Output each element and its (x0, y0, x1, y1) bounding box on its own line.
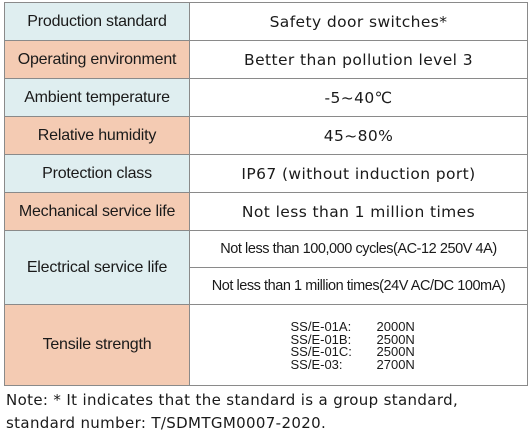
tensile-value: 2700N (376, 356, 415, 372)
tensile-list: SS/E-01A: 2000N SS/E-01B: 2500N SS/E-01C… (290, 319, 427, 372)
spec-table: Production standard Safety door switches… (4, 2, 528, 386)
label-production-standard: Production standard (4, 2, 190, 41)
table-row: Electrical service life Not less than 10… (4, 230, 528, 305)
label-tensile-strength: Tensile strength (4, 304, 190, 386)
table-row: Tensile strength SS/E-01A: 2000N SS/E-01… (4, 304, 528, 386)
table-row: Mechanical service life Not less than 1 … (4, 192, 528, 231)
table-row: Ambient temperature -5~40℃ (4, 78, 528, 117)
tensile-item: SS/E-03: 2700N (290, 356, 427, 372)
table-row: Protection class IP67 (without induction… (4, 154, 528, 193)
value-relative-humidity: 45~80% (189, 116, 528, 155)
tensile-model: SS/E-01B: (290, 331, 352, 347)
tensile-value: 2000N (376, 319, 415, 334)
tensile-model: SS/E-01C: (290, 344, 352, 359)
label-ambient-temperature: Ambient temperature (4, 78, 190, 117)
value-production-standard: Safety door switches* (189, 2, 528, 41)
table-row: Relative humidity 45~80% (4, 116, 528, 155)
label-relative-humidity: Relative humidity (4, 116, 190, 155)
value-tensile-strength: SS/E-01A: 2000N SS/E-01B: 2500N SS/E-01C… (189, 304, 528, 386)
footnote-line-1: Note: * It indicates that the standard i… (6, 391, 459, 409)
label-mechanical-service-life: Mechanical service life (4, 192, 190, 231)
label-protection-class: Protection class (4, 154, 190, 193)
tensile-value: 2500N (376, 344, 415, 359)
label-operating-environment: Operating environment (4, 40, 190, 79)
value-operating-environment: Better than pollution level 3 (189, 40, 528, 79)
value-electrical-times: Not less than 1 million times(24V AC/DC … (189, 267, 528, 305)
value-electrical-cycles: Not less than 100,000 cycles(AC-12 250V … (189, 230, 528, 268)
table-row: Production standard Safety door switches… (4, 2, 528, 41)
tensile-item: SS/E-01A: 2000N (290, 319, 427, 334)
tensile-model: SS/E-03: (290, 356, 343, 372)
tensile-value: 2500N (376, 331, 415, 347)
value-ambient-temperature: -5~40℃ (189, 78, 528, 117)
footnote-line-2: standard number: T/SDMTGM0007-2020. (6, 414, 327, 432)
tensile-model: SS/E-01A: (290, 319, 352, 334)
value-mechanical-service-life: Not less than 1 million times (189, 192, 528, 231)
table-row: Not less than 1 million times(24V AC/DC … (5, 267, 528, 305)
label-electrical-service-life: Electrical service life (4, 230, 190, 305)
tensile-item: SS/E-01B: 2500N (290, 331, 427, 347)
footnote: Note: * It indicates that the standard i… (6, 389, 528, 435)
tensile-item: SS/E-01C: 2500N (290, 344, 427, 359)
value-protection-class: IP67 (without induction port) (189, 154, 528, 193)
table-row: Operating environment Better than pollut… (4, 40, 528, 79)
